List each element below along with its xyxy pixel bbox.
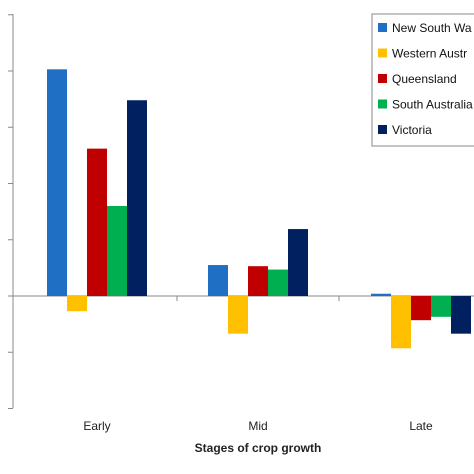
bar-late-5 [451, 296, 471, 334]
legend-label-3: Queensland [392, 72, 457, 86]
legend-swatch-2 [378, 48, 387, 58]
bar-mid-2 [228, 296, 248, 334]
legend-box [371, 13, 474, 147]
legend-swatch-1 [378, 23, 387, 32]
x-tick-labels: Early Mid Late [83, 419, 433, 433]
x-tick-label-early: Early [83, 419, 110, 433]
legend-swatch-4 [378, 99, 387, 109]
bar-late-4 [431, 296, 451, 317]
legend-label-4: South Australia [392, 98, 473, 112]
legend-swatch-5 [378, 125, 387, 134]
legend-swatch-3 [378, 74, 387, 83]
bar-late-1 [371, 293, 391, 296]
bar-mid-1 [208, 265, 228, 296]
x-tick-label-mid: Mid [248, 419, 267, 433]
bar-mid-5 [288, 229, 308, 296]
legend-label-2: Western Austr [392, 47, 467, 61]
bar-early-2 [67, 296, 87, 312]
legend-label-5: Victoria [392, 123, 432, 137]
bar-early-4 [107, 206, 127, 296]
x-tick-label-late: Late [409, 419, 433, 433]
bar-early-3 [87, 148, 107, 296]
bar-late-2 [391, 296, 411, 349]
bar-early-5 [127, 100, 147, 296]
bar-early-1 [47, 69, 67, 296]
bar-mid-3 [248, 266, 268, 296]
legend: New South Wa Western Austr Queensland South… [371, 13, 474, 147]
bar-mid-4 [268, 269, 288, 296]
bars [47, 69, 471, 349]
legend-label-1: New South Wa [392, 21, 472, 35]
bar-late-3 [411, 296, 431, 321]
y-axis [8, 14, 14, 409]
x-axis-title: Stages of crop growth [195, 441, 322, 455]
